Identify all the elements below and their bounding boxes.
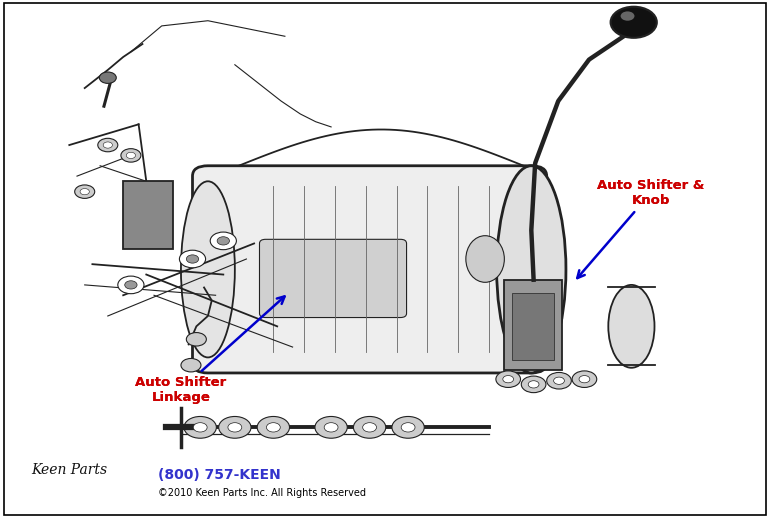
Circle shape bbox=[186, 333, 206, 346]
Text: Auto Shifter &
Knob: Auto Shifter & Knob bbox=[597, 179, 705, 207]
Circle shape bbox=[324, 423, 338, 432]
FancyBboxPatch shape bbox=[504, 280, 562, 370]
Circle shape bbox=[503, 376, 514, 383]
Circle shape bbox=[496, 371, 521, 387]
Circle shape bbox=[228, 423, 242, 432]
Circle shape bbox=[125, 281, 137, 289]
Ellipse shape bbox=[466, 236, 504, 282]
Text: Auto Shifter
Linkage: Auto Shifter Linkage bbox=[136, 376, 226, 404]
Circle shape bbox=[266, 423, 280, 432]
Circle shape bbox=[121, 149, 141, 162]
Circle shape bbox=[210, 232, 236, 250]
Circle shape bbox=[75, 185, 95, 198]
Circle shape bbox=[118, 276, 144, 294]
Circle shape bbox=[80, 189, 89, 195]
Circle shape bbox=[554, 377, 564, 384]
Text: ©2010 Keen Parts Inc. All Rights Reserved: ©2010 Keen Parts Inc. All Rights Reserve… bbox=[158, 488, 366, 498]
Ellipse shape bbox=[497, 166, 566, 373]
Circle shape bbox=[401, 423, 415, 432]
Circle shape bbox=[611, 7, 657, 38]
Circle shape bbox=[186, 255, 199, 263]
Circle shape bbox=[579, 376, 590, 383]
Circle shape bbox=[219, 416, 251, 438]
Circle shape bbox=[99, 72, 116, 83]
Circle shape bbox=[98, 138, 118, 152]
FancyBboxPatch shape bbox=[192, 166, 547, 373]
Circle shape bbox=[353, 416, 386, 438]
Circle shape bbox=[126, 152, 136, 159]
Circle shape bbox=[257, 416, 290, 438]
FancyBboxPatch shape bbox=[512, 293, 554, 360]
Circle shape bbox=[521, 376, 546, 393]
Circle shape bbox=[392, 416, 424, 438]
FancyBboxPatch shape bbox=[259, 239, 407, 318]
Circle shape bbox=[181, 358, 201, 372]
Circle shape bbox=[363, 423, 377, 432]
Text: Keen Parts: Keen Parts bbox=[31, 463, 107, 477]
Ellipse shape bbox=[608, 285, 654, 368]
Circle shape bbox=[621, 11, 634, 21]
Circle shape bbox=[315, 416, 347, 438]
Circle shape bbox=[103, 142, 112, 148]
Text: Auto Shifter
Linkage: Auto Shifter Linkage bbox=[136, 296, 285, 404]
Ellipse shape bbox=[181, 181, 235, 357]
Circle shape bbox=[547, 372, 571, 389]
Text: Auto Shifter &
Knob: Auto Shifter & Knob bbox=[578, 179, 705, 278]
Circle shape bbox=[193, 423, 207, 432]
Circle shape bbox=[528, 381, 539, 388]
FancyBboxPatch shape bbox=[123, 181, 173, 249]
Circle shape bbox=[572, 371, 597, 387]
Circle shape bbox=[217, 237, 229, 245]
Circle shape bbox=[184, 416, 216, 438]
Text: (800) 757-KEEN: (800) 757-KEEN bbox=[158, 468, 280, 482]
Circle shape bbox=[179, 250, 206, 268]
